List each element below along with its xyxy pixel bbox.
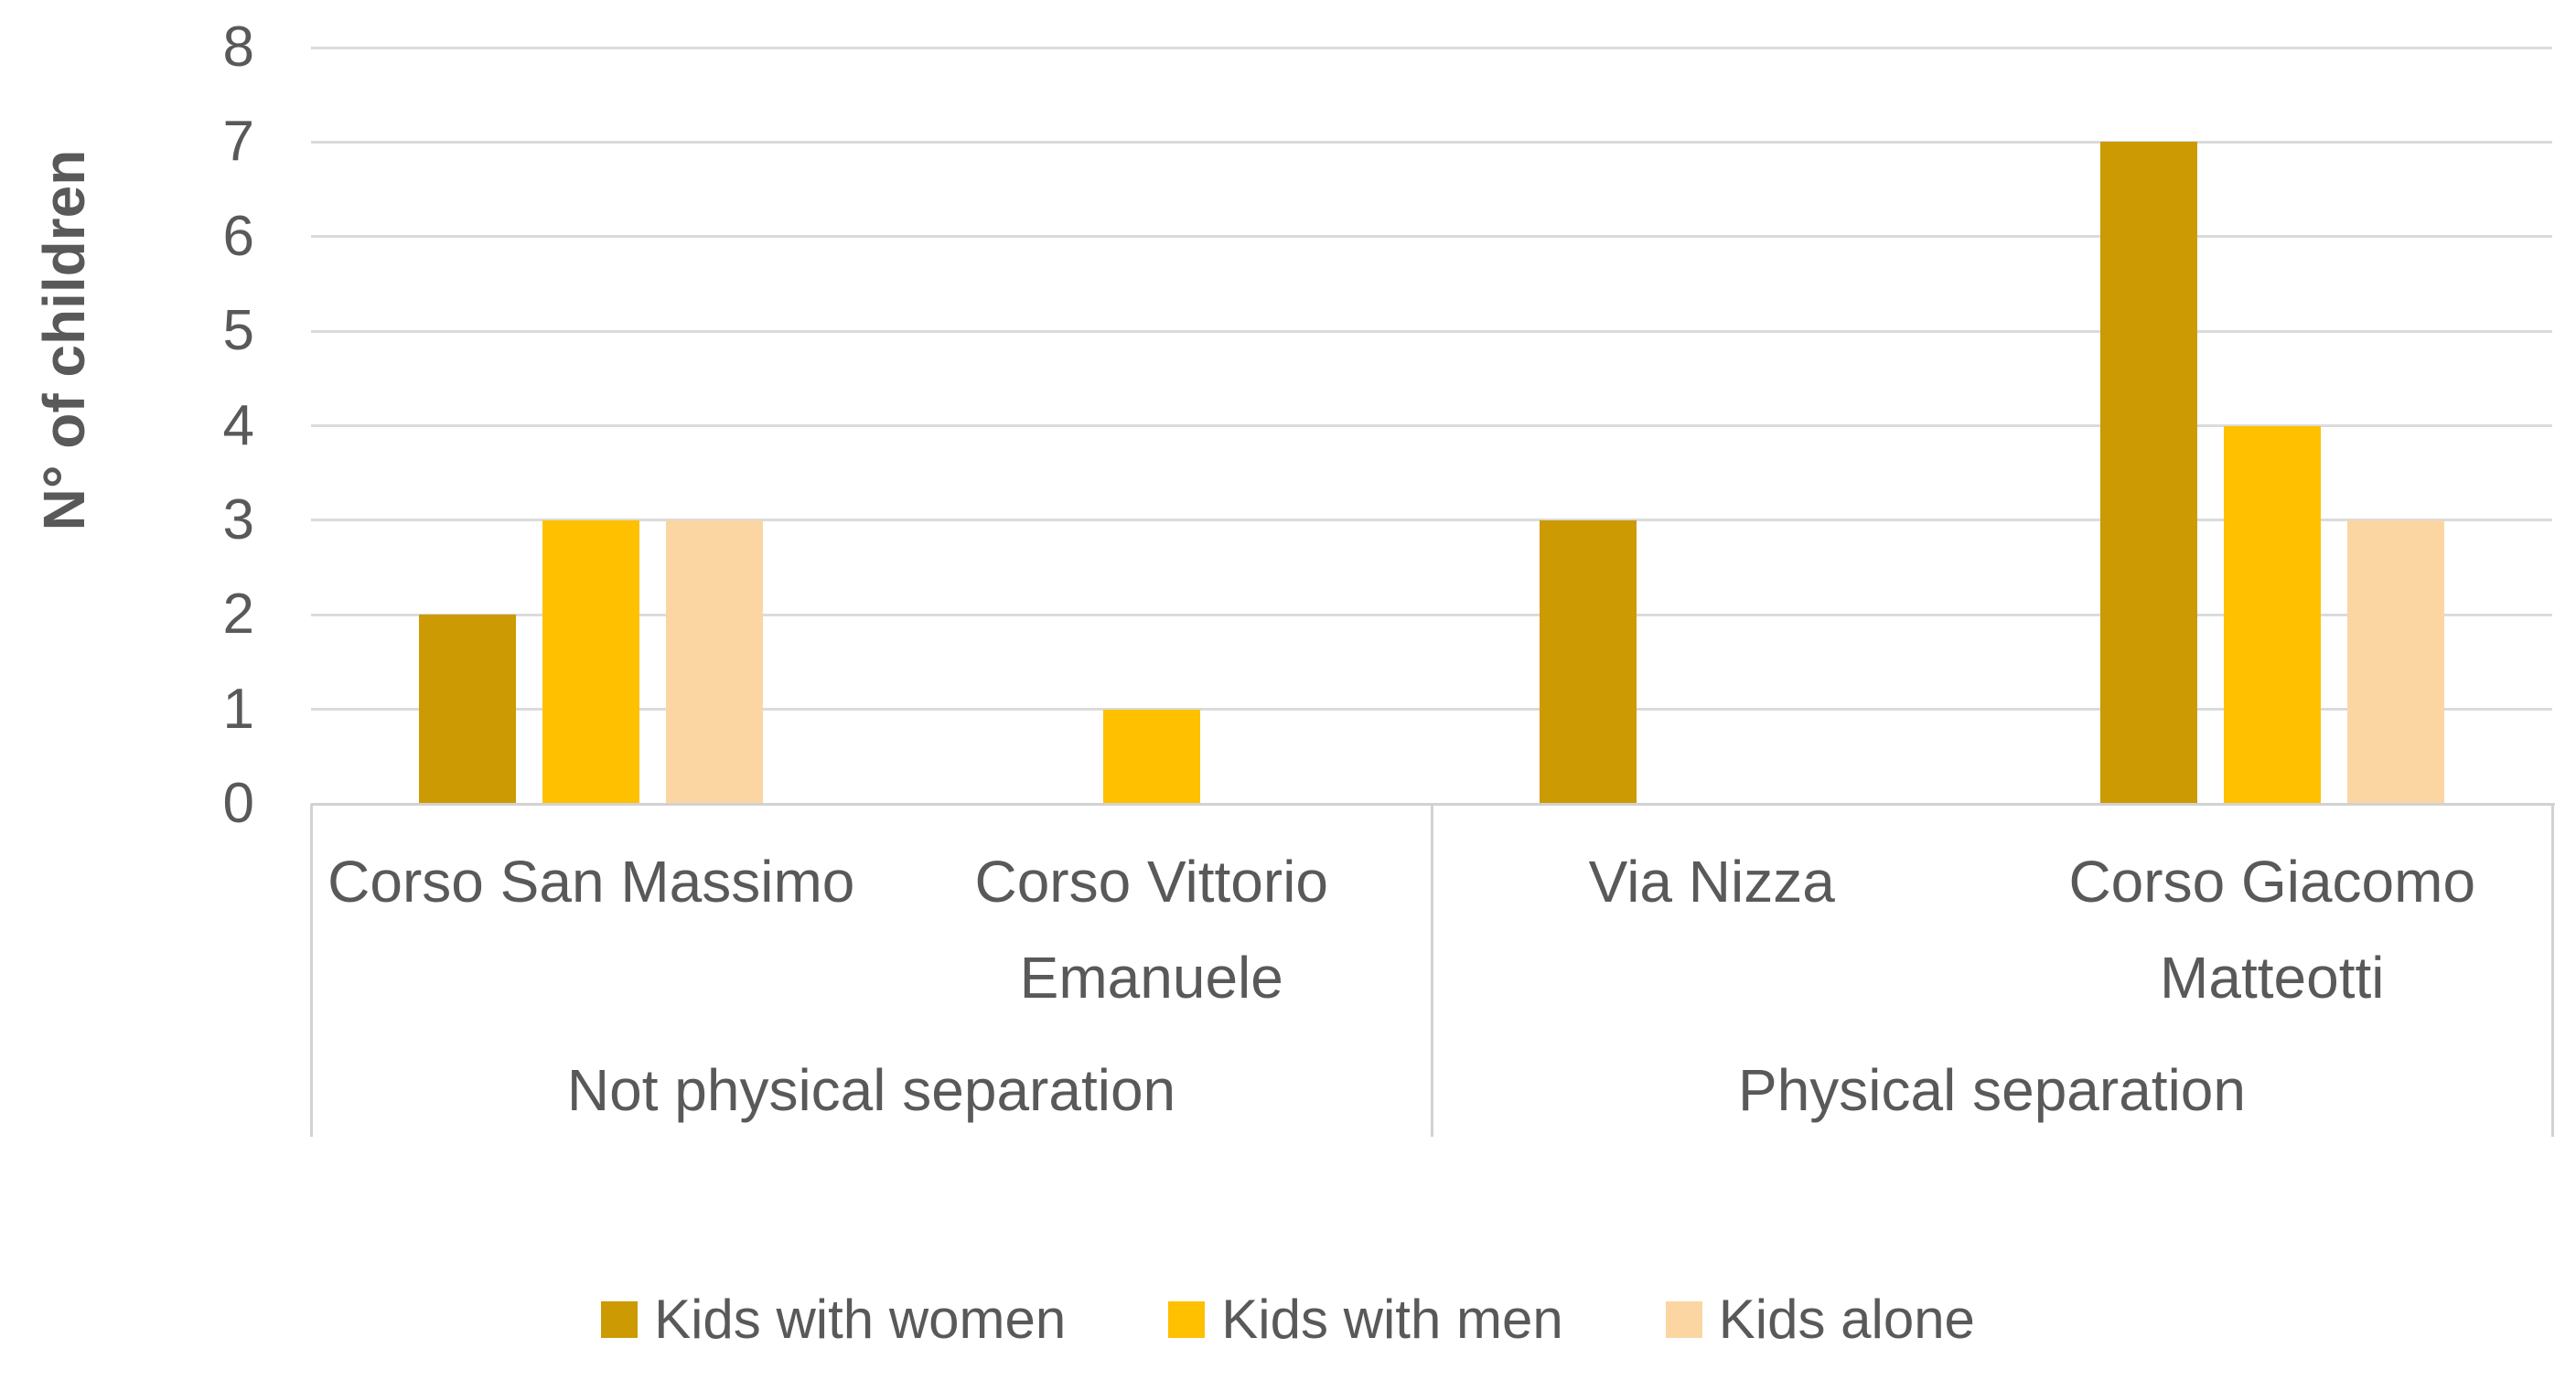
- gridline-8: [311, 46, 2552, 49]
- bar-kids-with-women-4: [2099, 142, 2197, 804]
- label-area-border-2: [1430, 804, 1433, 1137]
- bar-kids-alone-4: [2346, 519, 2444, 804]
- bar-kids-with-women-1: [419, 615, 517, 804]
- bar-kids-with-men-2: [1102, 709, 1200, 804]
- y-tick-label-0: 0: [222, 772, 254, 835]
- gridline-6: [311, 235, 2552, 239]
- group-label-1: Not physical separation: [566, 1057, 1176, 1123]
- y-tick-label-2: 2: [222, 583, 254, 647]
- bar-kids-with-women-3: [1540, 519, 1637, 804]
- bar-kids-with-men-4: [2223, 425, 2321, 804]
- category-label-2: Corso Vittorio Emanuele: [974, 849, 1329, 1011]
- group-label-2: Physical separation: [1738, 1057, 2246, 1123]
- legend-label: Kids alone: [1718, 1289, 1975, 1350]
- legend-swatch-icon: [1168, 1300, 1206, 1338]
- bar-kids-alone-1: [666, 519, 764, 804]
- y-tick-label-3: 3: [222, 487, 254, 551]
- legend-label: Kids with women: [654, 1289, 1067, 1350]
- label-area-border-3: [2550, 804, 2554, 1137]
- category-label-3: Via Nizza: [1588, 849, 1835, 915]
- gridline-3: [311, 519, 2552, 522]
- legend-item-kids-with-men: Kids with men: [1168, 1288, 1563, 1351]
- bar-kids-with-men-1: [542, 519, 640, 804]
- y-tick-label-4: 4: [222, 393, 254, 457]
- gridline-7: [311, 140, 2552, 144]
- x-axis-line: [311, 802, 2555, 806]
- y-tick-label-7: 7: [222, 110, 254, 174]
- legend-label: Kids with men: [1221, 1289, 1563, 1350]
- y-tick-label-5: 5: [222, 299, 254, 363]
- legend-item-kids-alone: Kids alone: [1665, 1288, 1975, 1351]
- legend-swatch-icon: [1665, 1300, 1702, 1338]
- gridline-4: [311, 424, 2552, 427]
- category-label-4: Corso Giacomo Matteotti: [2068, 849, 2476, 1011]
- y-tick-label-1: 1: [222, 677, 254, 741]
- gridline-5: [311, 329, 2552, 333]
- legend: Kids with women Kids with men Kids alone: [0, 1288, 2576, 1351]
- category-label-1: Corso San Massimo: [327, 849, 855, 915]
- label-area-border-1: [309, 804, 313, 1137]
- gridline-1: [311, 708, 2552, 711]
- legend-swatch-icon: [601, 1300, 639, 1338]
- legend-item-kids-with-women: Kids with women: [601, 1288, 1066, 1351]
- gridline-2: [311, 613, 2552, 616]
- y-tick-label-8: 8: [222, 16, 254, 79]
- y-tick-label-6: 6: [222, 204, 254, 268]
